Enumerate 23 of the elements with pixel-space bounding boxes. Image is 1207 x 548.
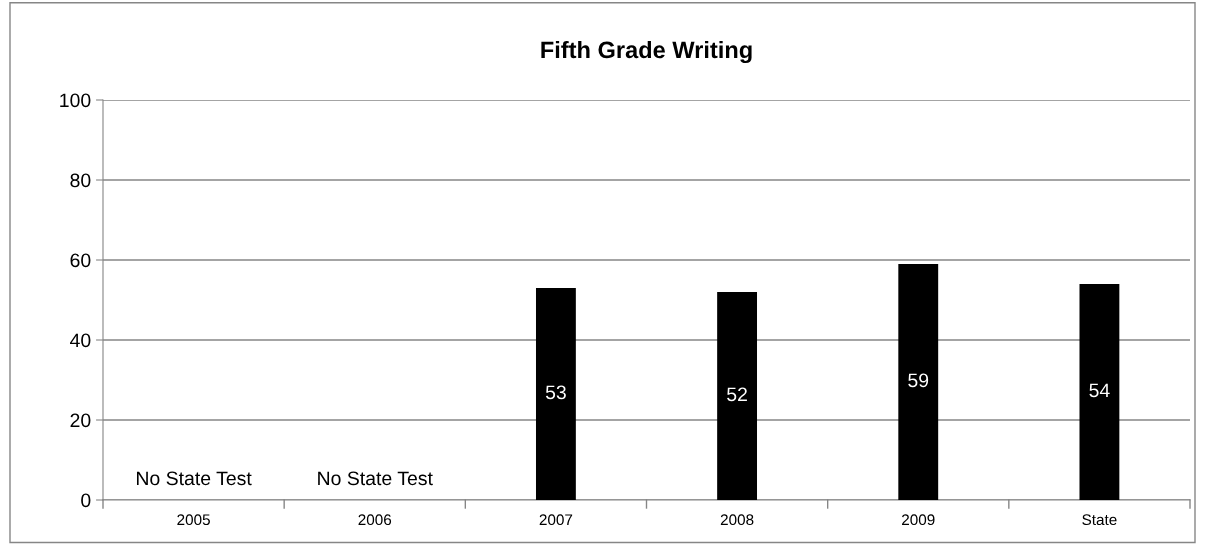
- y-tick-label: 40: [70, 333, 91, 348]
- x-tick-label: 2008: [720, 514, 754, 526]
- bar: [717, 292, 758, 500]
- data-label: 54: [1089, 383, 1110, 398]
- bar: [535, 288, 576, 500]
- bar: [1079, 284, 1120, 500]
- data-label: 53: [545, 385, 566, 400]
- y-tick-label: 0: [81, 493, 91, 508]
- bar: [898, 264, 939, 500]
- data-label: 52: [727, 387, 747, 402]
- y-tick-label: 80: [70, 173, 91, 188]
- annotation: No State Test: [318, 471, 433, 486]
- x-tick-label: 2009: [902, 514, 935, 526]
- x-tick-label: 2005: [177, 514, 210, 526]
- y-tick-label: 100: [60, 93, 91, 108]
- chart-title: Fifth Grade Writing: [541, 40, 752, 64]
- x-tick-label: 2006: [358, 514, 392, 526]
- annotation: No State Test: [136, 471, 252, 486]
- y-tick-label: 60: [70, 253, 91, 268]
- data-label: 59: [908, 373, 929, 388]
- y-tick-label: 20: [70, 413, 91, 428]
- x-tick-label: State: [1082, 514, 1117, 526]
- x-tick-label: 2007: [539, 514, 573, 526]
